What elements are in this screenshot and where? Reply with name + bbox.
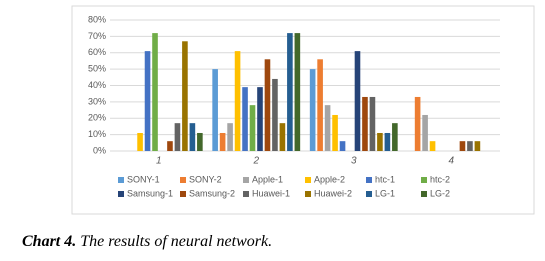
bar (264, 59, 271, 151)
legend-label: SONY-1 (127, 174, 160, 184)
bar (392, 123, 398, 151)
legend-swatch (180, 177, 186, 183)
legend-label: Samsung-1 (127, 188, 173, 198)
legend-swatch (118, 177, 124, 183)
bar (167, 141, 173, 151)
y-tick-label: 20% (88, 113, 106, 123)
bar (212, 69, 218, 151)
bar (227, 123, 233, 151)
bar (474, 141, 481, 151)
bar (257, 87, 263, 151)
bar (354, 51, 361, 151)
legend-swatch (243, 177, 249, 183)
bar (362, 96, 368, 151)
legend-swatch (118, 191, 124, 197)
y-tick-label: 10% (88, 129, 106, 139)
x-tick-label: 4 (448, 156, 454, 167)
bar (309, 69, 316, 151)
bar (279, 123, 286, 151)
y-tick-label: 70% (88, 31, 106, 41)
y-tick-label: 0% (93, 145, 106, 155)
bar (234, 51, 241, 151)
legend-swatch (305, 177, 311, 183)
bar (467, 141, 473, 151)
x-tick-label: 3 (351, 156, 357, 167)
legend-swatch (421, 177, 427, 183)
y-tick-label: 30% (88, 96, 106, 106)
legend-label: Apple-2 (314, 174, 345, 184)
legend-label: LG-2 (430, 188, 450, 198)
bar (272, 78, 278, 151)
legend-label: LG-1 (375, 188, 395, 198)
bar (182, 41, 188, 151)
legend-label: Huawei-2 (314, 188, 352, 198)
bar (332, 114, 338, 151)
bar (152, 33, 158, 151)
bar (414, 96, 421, 151)
legend-label: Apple-1 (252, 174, 283, 184)
bar (324, 105, 331, 151)
caption-text: The results of neural network. (80, 233, 272, 250)
bar (294, 33, 301, 151)
y-tick-label: 80% (88, 14, 106, 24)
bar (144, 51, 151, 151)
bar (339, 141, 346, 151)
bar (429, 141, 436, 151)
bar (369, 96, 376, 151)
legend-swatch (366, 191, 372, 197)
legend-swatch (305, 191, 311, 197)
legend-label: htc-1 (375, 174, 395, 184)
bar (422, 114, 428, 151)
x-tick-label: 1 (156, 156, 162, 167)
bar (287, 33, 293, 151)
legend-swatch (180, 191, 186, 197)
x-tick-label: 2 (252, 156, 259, 167)
bar (137, 132, 143, 151)
bar (249, 105, 256, 151)
chart-border (71, 5, 535, 215)
legend-label: htc-2 (430, 174, 450, 184)
legend-label: Samsung-2 (189, 188, 235, 198)
legend-swatch (366, 177, 372, 183)
legend-swatch (243, 191, 249, 197)
legend-label: SONY-2 (189, 174, 222, 184)
bar (242, 87, 248, 151)
y-tick-label: 60% (88, 47, 106, 57)
legend-swatch (421, 191, 427, 197)
bar (219, 132, 226, 151)
bar (317, 59, 323, 151)
bar (189, 123, 196, 151)
caption-label: Chart 4. (22, 233, 76, 250)
bar (174, 123, 181, 151)
bar (377, 132, 383, 151)
legend-label: Huawei-1 (252, 188, 290, 198)
caption: Chart 4. The results of neural network. (22, 233, 272, 250)
y-tick-label: 50% (88, 64, 106, 74)
y-tick-label: 40% (88, 80, 106, 90)
bar (197, 132, 203, 151)
bar (384, 132, 391, 151)
bar (459, 141, 466, 151)
